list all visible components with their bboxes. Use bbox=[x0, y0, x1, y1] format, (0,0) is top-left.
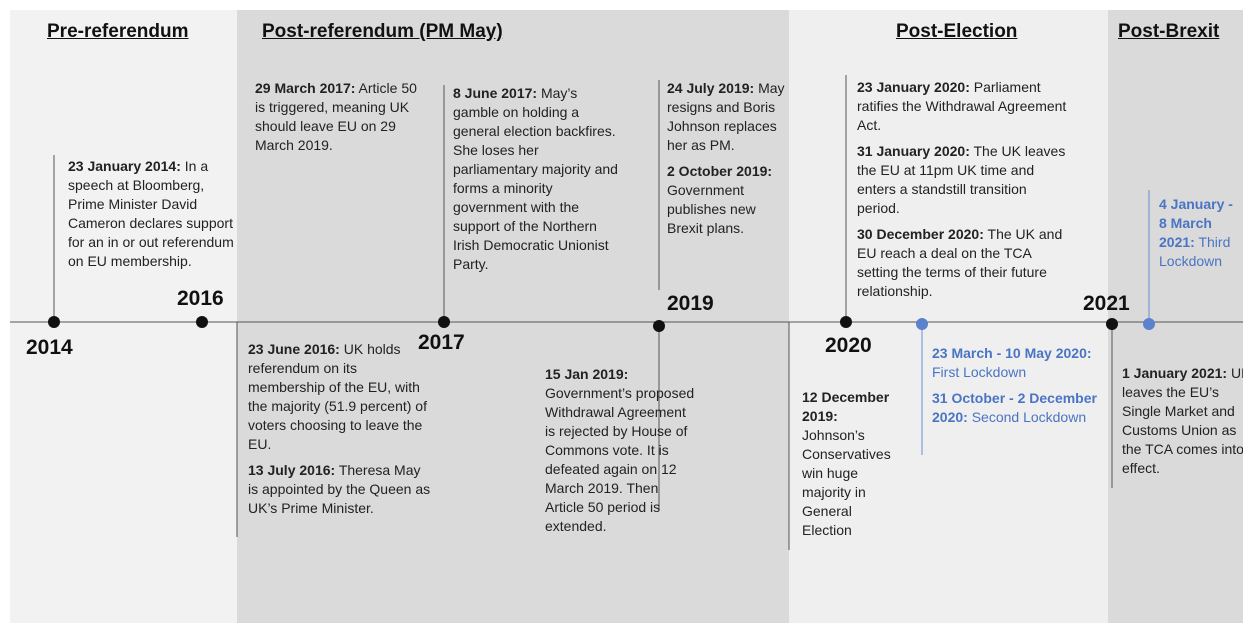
band-post-ref bbox=[237, 10, 789, 623]
event: 29 March 2017: Article 50 is triggered, … bbox=[255, 79, 425, 155]
dot bbox=[916, 318, 928, 330]
event-text: May’s gamble on holding a general electi… bbox=[453, 85, 618, 272]
event-text: Johnson’s Conservatives win huge majorit… bbox=[802, 427, 891, 538]
event: 30 December 2020: The UK and EU reach a … bbox=[857, 225, 1069, 301]
event: 13 July 2016: Theresa May is appointed b… bbox=[248, 461, 434, 518]
year-label: 2016 bbox=[177, 287, 224, 310]
event: 24 July 2019: May resigns and Boris John… bbox=[667, 79, 789, 155]
event: 1 January 2021: UK leaves the EU’s Singl… bbox=[1122, 364, 1243, 478]
event: 12 December 2019: Johnson’s Conservative… bbox=[802, 388, 902, 540]
event: 8 June 2017: May’s gamble on holding a g… bbox=[453, 84, 625, 274]
event-text: May resigns and Boris Johnson replaces h… bbox=[667, 80, 785, 153]
event-block: 8 June 2017: May’s gamble on holding a g… bbox=[453, 84, 625, 281]
event-text: Parliament ratifies the Withdrawal Agree… bbox=[857, 79, 1067, 133]
event-block: 4 January - 8 March 2021: Third Lockdown bbox=[1159, 195, 1243, 278]
event-text: UK leaves the EU’s Single Market and Cus… bbox=[1122, 365, 1243, 476]
period-header: Pre-referendum bbox=[47, 21, 189, 42]
event-text: Government publishes new Brexit plans. bbox=[667, 182, 756, 236]
event-date: 12 December 2019: bbox=[802, 389, 890, 424]
event-text: Second Lockdown bbox=[971, 409, 1087, 425]
event: 31 January 2020: The UK leaves the EU at… bbox=[857, 142, 1069, 218]
band-pre bbox=[10, 10, 237, 623]
dot bbox=[840, 316, 852, 328]
event-date: 23 March - 10 May 2020: bbox=[932, 345, 1092, 361]
event-date: 31 January 2020: bbox=[857, 143, 970, 159]
event: 4 January - 8 March 2021: Third Lockdown bbox=[1159, 195, 1243, 271]
dot bbox=[196, 316, 208, 328]
event-date: 23 January 2020: bbox=[857, 79, 970, 95]
event-text: First Lockdown bbox=[932, 364, 1027, 380]
event-block: 12 December 2019: Johnson’s Conservative… bbox=[802, 388, 902, 547]
event-block: 23 January 2014: In a speech at Bloomber… bbox=[68, 157, 236, 278]
event-block: 23 June 2016: UK holds referendum on its… bbox=[248, 340, 434, 525]
period-header: Post-referendum (PM May) bbox=[262, 21, 503, 42]
dot bbox=[438, 316, 450, 328]
event-text: In a speech at Bloomberg, Prime Minister… bbox=[68, 158, 234, 269]
event-text: Article 50 is triggered, meaning UK shou… bbox=[255, 80, 417, 153]
year-label: 2017 bbox=[418, 331, 465, 354]
event-text: Third Lockdown bbox=[1159, 234, 1231, 269]
event: 23 March - 10 May 2020: First Lockdown bbox=[932, 344, 1097, 382]
event-text: Theresa May is appointed by the Queen as… bbox=[248, 462, 431, 516]
event-date: 4 January - 8 March 2021: bbox=[1159, 196, 1233, 250]
event-block: 23 January 2020: Parliament ratifies the… bbox=[857, 78, 1069, 308]
event-date: 8 June 2017: bbox=[453, 85, 538, 101]
event: 23 January 2014: In a speech at Bloomber… bbox=[68, 157, 236, 271]
event-text: Government’s proposed Withdrawal Agreeme… bbox=[545, 385, 695, 534]
year-label: 2021 bbox=[1083, 292, 1130, 315]
event-text: UK holds referendum on its membership of… bbox=[248, 341, 427, 452]
event-date: 23 January 2014: bbox=[68, 158, 181, 174]
event-date: 23 June 2016: bbox=[248, 341, 340, 357]
event-block: 29 March 2017: Article 50 is triggered, … bbox=[255, 79, 425, 162]
event: 31 October - 2 December 2020: Second Loc… bbox=[932, 389, 1097, 427]
year-label: 2020 bbox=[825, 334, 872, 357]
band-post-brexit bbox=[1108, 10, 1243, 623]
period-header: Post-Brexit bbox=[1118, 21, 1220, 42]
event: 23 January 2020: Parliament ratifies the… bbox=[857, 78, 1069, 135]
event-date: 2 October 2019: bbox=[667, 163, 773, 179]
event: 23 June 2016: UK holds referendum on its… bbox=[248, 340, 434, 454]
dot bbox=[653, 320, 665, 332]
event: 2 October 2019: Government publishes new… bbox=[667, 162, 789, 238]
event-block: 1 January 2021: UK leaves the EU’s Singl… bbox=[1122, 364, 1243, 485]
year-label: 2019 bbox=[667, 292, 714, 315]
event-date: 30 December 2020: bbox=[857, 226, 984, 242]
event-block: 23 March - 10 May 2020: First Lockdown 31… bbox=[932, 344, 1097, 434]
event-text: The UK leaves the EU at 11pm UK time and… bbox=[857, 143, 1066, 216]
dot bbox=[1143, 318, 1155, 330]
event-date: 15 Jan 2019: bbox=[545, 366, 629, 382]
dot bbox=[48, 316, 60, 328]
event-date: 29 March 2017: bbox=[255, 80, 356, 96]
event-text: The UK and EU reach a deal on the TCA se… bbox=[857, 226, 1063, 299]
period-header: Post-Election bbox=[896, 21, 1018, 42]
event-block: 15 Jan 2019: Government’s proposed Withd… bbox=[545, 365, 697, 543]
dot bbox=[1106, 318, 1118, 330]
event-block: 24 July 2019: May resigns and Boris John… bbox=[667, 79, 789, 245]
band-post-election bbox=[789, 10, 1108, 623]
event-date: 1 January 2021: bbox=[1122, 365, 1228, 381]
event-date: 24 July 2019: bbox=[667, 80, 755, 96]
event-date: 13 July 2016: bbox=[248, 462, 336, 478]
year-label: 2014 bbox=[26, 336, 73, 359]
event: 15 Jan 2019: Government’s proposed Withd… bbox=[545, 365, 697, 536]
event-date: 31 October - 2 December 2020: bbox=[932, 390, 1097, 425]
